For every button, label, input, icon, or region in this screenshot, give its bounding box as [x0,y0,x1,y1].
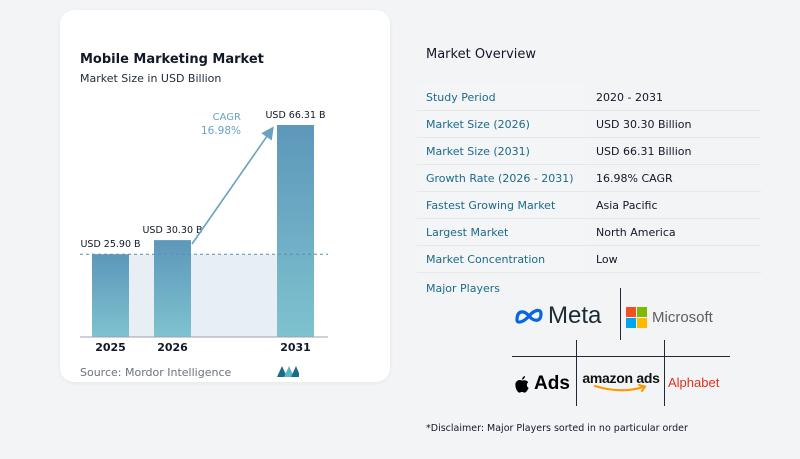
overview-row: Study Period 2020 - 2031 [417,84,761,111]
overview-row: Growth Rate (2026 - 2031) 16.98% CAGR [417,165,761,192]
microsoft-logo: Microsoft [626,304,713,330]
data-label: USD 30.30 B [142,225,202,236]
overview-label: Market Size (2031) [417,138,586,164]
bar [277,125,314,337]
divider [620,288,621,340]
cagr-value: 16.98% [201,125,241,137]
overview-label: Fastest Growing Market [417,192,586,218]
amazon-smile-icon [593,384,647,392]
disclaimer-text: *Disclaimer: Major Players sorted in no … [426,423,688,434]
overview-row: Largest Market North America [417,219,761,246]
data-label: USD 66.31 B [265,110,325,121]
meta-logo: Meta [514,298,620,334]
cagr-label: CAGR [213,112,241,123]
overview-value: North America [596,225,676,239]
chart-subtitle: Market Size in USD Billion [80,72,222,85]
bar [154,240,191,337]
overview-table: Study Period 2020 - 2031 Market Size (20… [417,84,761,273]
chart-title: Mobile Marketing Market [80,52,264,67]
meta-infinity-icon [515,308,543,324]
amazon-ads-label: amazon ads [582,370,660,386]
overview-row: Market Concentration Low [417,246,761,273]
overview-value: Low [596,252,618,266]
overview-title: Market Overview [426,47,537,62]
apple-icon [515,375,529,393]
overview-value: Asia Pacific [596,198,658,212]
microsoft-label: Microsoft [652,308,713,326]
overview-label: Market Concentration [417,246,586,272]
divider [576,340,577,406]
tick-label: 2026 [157,341,188,354]
overview-label: Largest Market [417,219,586,245]
overview-value: 2020 - 2031 [596,90,663,104]
cagr-arrow [191,126,274,245]
meta-label: Meta [548,302,602,329]
tick-label: 2031 [280,341,311,354]
apple-ads-logo: Ads [514,370,570,398]
overview-value: USD 66.31 Billion [596,144,692,158]
overview-row: Market Size (2031) USD 66.31 Billion [417,138,761,165]
divider [512,356,730,357]
overview-row: Fastest Growing Market Asia Pacific [417,192,761,219]
microsoft-squares-icon [626,306,647,328]
mordor-logo-icon [277,366,299,377]
overview-label: Market Size (2026) [417,111,586,137]
alphabet-label: Alphabet [668,375,720,390]
data-label: USD 25.90 B [80,239,140,250]
amazon-ads-logo: amazon ads [578,360,664,402]
overview-row: Market Size (2026) USD 30.30 Billion [417,111,761,138]
overview-label: Study Period [417,84,586,110]
major-players-label: Major Players [426,282,500,295]
divider [664,340,665,406]
overview-label: Growth Rate (2026 - 2031) [417,165,586,191]
overview-value: USD 30.30 Billion [596,117,692,131]
tick-label: 2025 [95,341,126,354]
source-text: Source: Mordor Intelligence [80,366,232,379]
alphabet-logo: Alphabet [668,372,719,392]
bar [92,254,129,337]
apple-ads-label: Ads [534,373,570,394]
overview-value: 16.98% CAGR [596,171,673,185]
